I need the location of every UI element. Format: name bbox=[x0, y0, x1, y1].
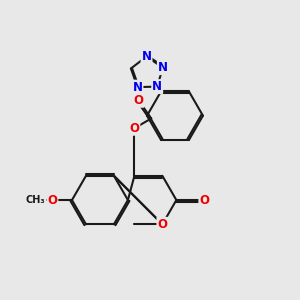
Text: N: N bbox=[152, 80, 162, 93]
Text: O: O bbox=[199, 194, 209, 207]
Text: N: N bbox=[133, 81, 142, 94]
Text: CH₃: CH₃ bbox=[26, 195, 45, 205]
Text: O: O bbox=[134, 94, 144, 107]
Text: N: N bbox=[158, 61, 168, 74]
Text: O: O bbox=[158, 218, 167, 231]
Text: N: N bbox=[142, 50, 152, 63]
Text: O: O bbox=[129, 122, 140, 135]
Text: O: O bbox=[47, 194, 57, 207]
